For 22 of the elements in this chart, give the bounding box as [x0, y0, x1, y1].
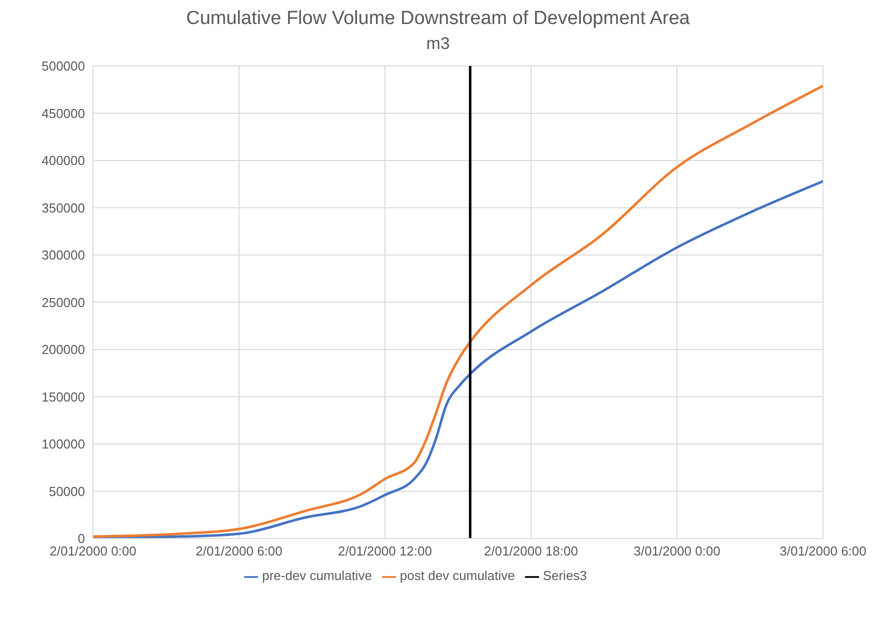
y-tick-label: 0 — [78, 531, 85, 546]
y-tick-label: 450000 — [42, 106, 85, 121]
y-tick-label: 200000 — [42, 342, 85, 358]
y-tick-label: 250000 — [42, 294, 85, 310]
y-tick-label: 50000 — [48, 484, 85, 499]
chart-title: Cumulative Flow Volume Downstream of Development Area — [185, 8, 691, 30]
y-tick-label: 150000 — [42, 389, 85, 404]
x-tick-label: 2/01/2000 0:00 — [50, 544, 136, 559]
y-tick-label: 500000 — [42, 58, 85, 74]
x-tick-label: 3/01/2000 0:00 — [634, 544, 720, 559]
y-tick-label: 100000 — [42, 436, 85, 452]
chart-subtitle: m3 — [425, 34, 451, 54]
legend-label: post dev cumulative — [400, 568, 515, 584]
x-tick-label: 3/01/2000 6:00 — [780, 544, 866, 559]
y-tick-label: 350000 — [42, 200, 85, 216]
y-tick-label: 400000 — [42, 153, 85, 168]
y-tick-label: 300000 — [42, 248, 85, 263]
x-tick-label: 2/01/2000 6:00 — [196, 544, 282, 559]
x-tick-label: 2/01/2000 12:00 — [338, 544, 432, 559]
legend-label: pre-dev cumulative — [262, 568, 372, 584]
x-tick-label: 2/01/2000 18:00 — [484, 544, 578, 559]
legend-label: Series3 — [542, 568, 587, 584]
